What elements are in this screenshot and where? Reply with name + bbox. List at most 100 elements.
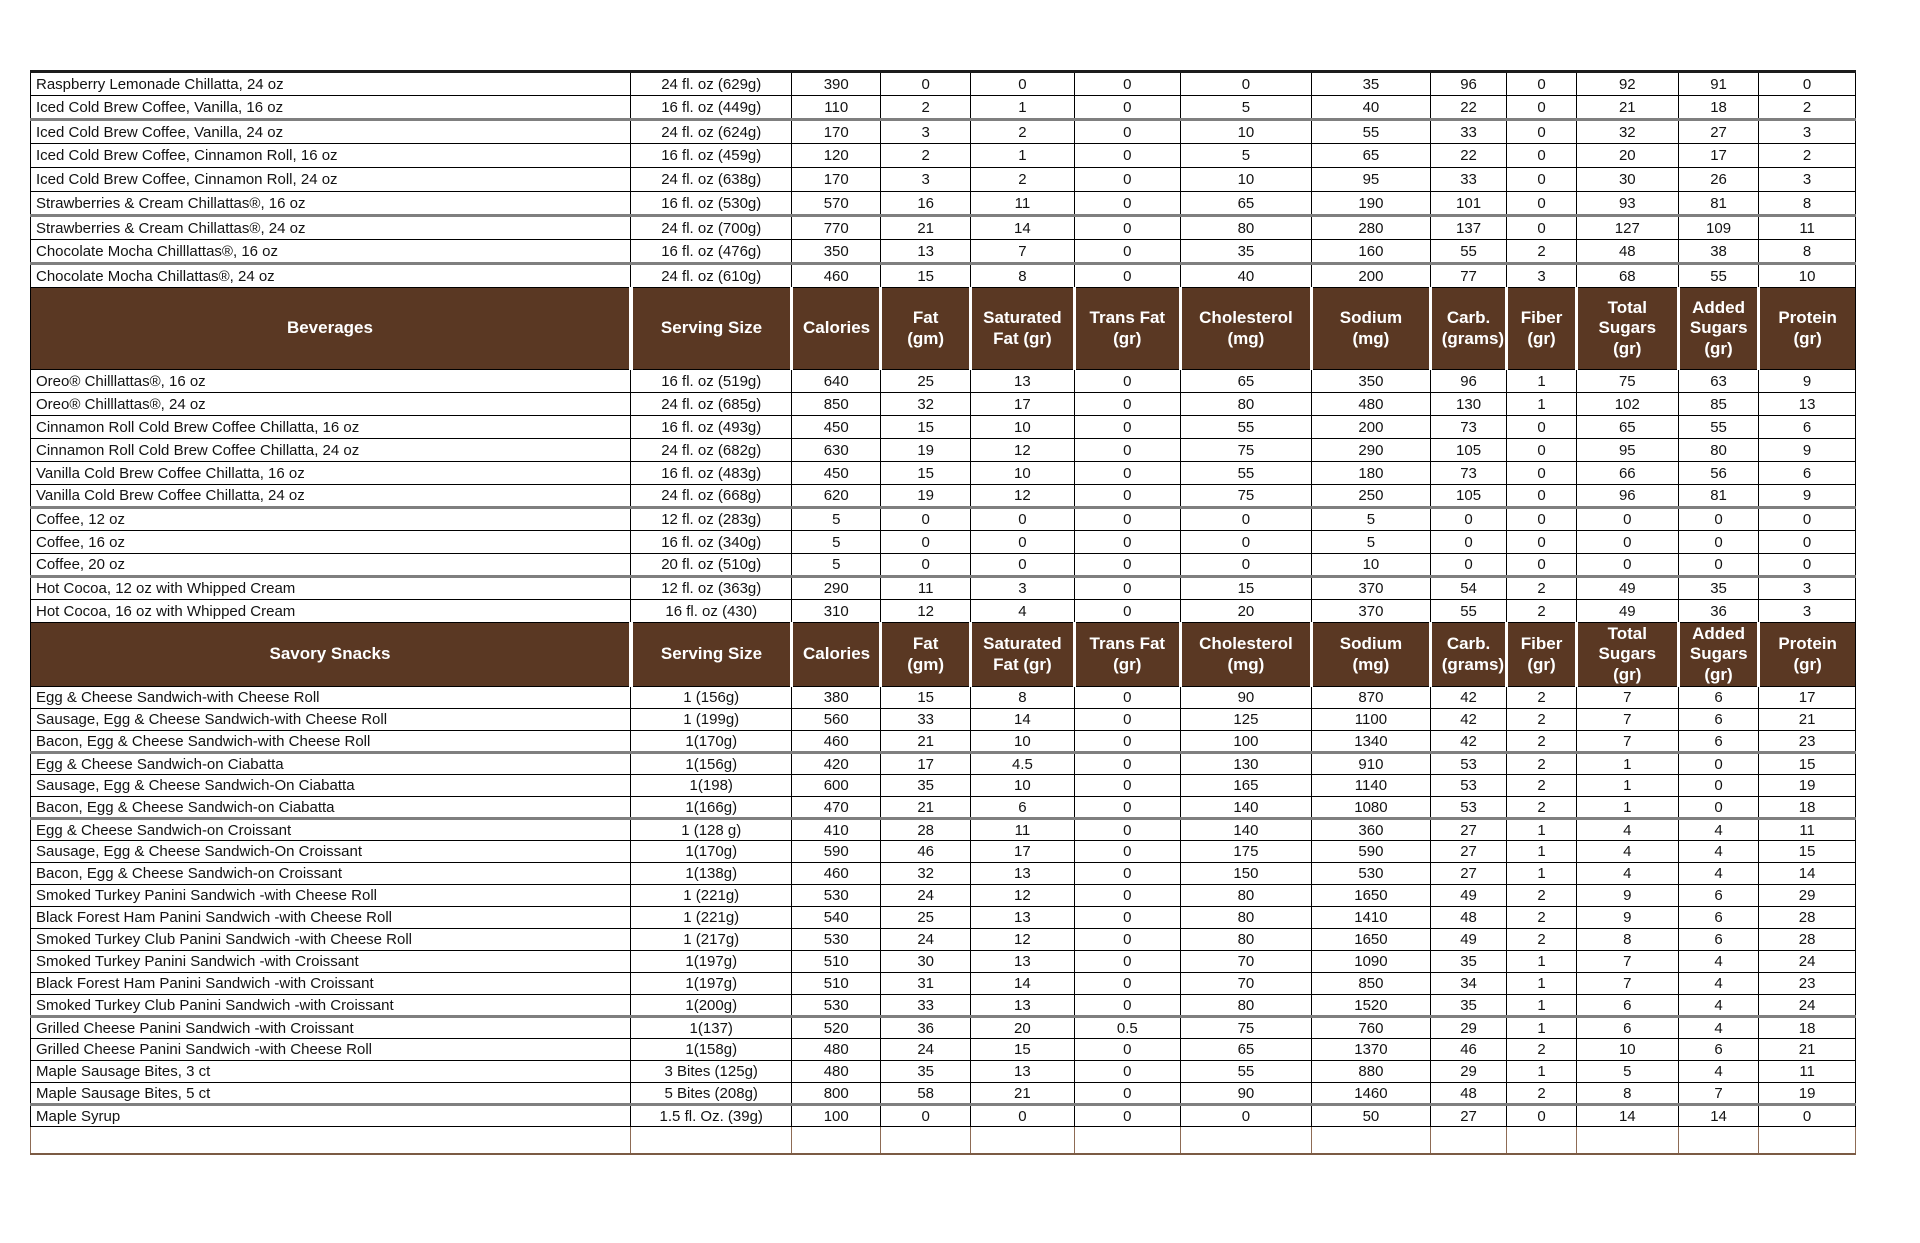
table-row-iced-cold-brew-coffee-vanilla-16-oz: Iced Cold Brew Coffee, Vanilla, 16 oz 16 … [29, 95, 1856, 120]
value-cell-cholesterol_mg: 90 [1179, 1082, 1313, 1105]
value-cell-trans_fat_gr: 0 [1073, 599, 1181, 623]
table-row-coffee-12-oz: Coffee, 12 oz 12 fl. oz (283g) 5 0 0 0 0 5 0 0 0 0 0 [29, 506, 1856, 531]
value-cell-trans_fat_gr: 0 [1073, 461, 1181, 485]
value-cell-fiber_gr: 0 [1506, 191, 1577, 216]
value-cell-sodium_mg: 1650 [1311, 884, 1431, 907]
value-cell-added_sugars_gr: 0 [1677, 530, 1760, 554]
value-cell-carb_grams: 22 [1429, 95, 1508, 120]
value-cell-sodium_mg: 880 [1311, 1060, 1431, 1083]
value-cell-calories: 470 [791, 796, 882, 819]
value-cell-added_sugars_gr: 0 [1677, 796, 1760, 819]
value-cell-saturated_fat_gr: 17 [969, 840, 1075, 863]
value-cell-trans_fat_gr: 0 [1073, 95, 1181, 120]
column-header-saturated-fat-gr: Saturated Fat (gr) [970, 622, 1076, 687]
value-cell-saturated_fat_gr: 10 [969, 461, 1075, 485]
value-cell-calories: 590 [791, 840, 882, 863]
value-cell-fiber_gr: 2 [1506, 751, 1577, 775]
value-cell-calories: 290 [791, 575, 882, 600]
serving-size-cell: 24 fl. oz (624g) [630, 118, 793, 144]
serving-size-cell: 5 Bites (208g) [630, 1082, 793, 1105]
serving-size-cell: 12 fl. oz (283g) [630, 506, 793, 531]
table-row-grilled-cheese-panini-sandwich-with-cheese-roll: Grilled Cheese Panini Sandwich -with Che… [29, 1038, 1856, 1061]
value-cell-carb_grams: 48 [1429, 906, 1508, 929]
value-cell-calories: 480 [791, 1060, 882, 1083]
value-cell-cholesterol_mg: 65 [1179, 369, 1313, 393]
value-cell-cholesterol_mg: 125 [1179, 708, 1313, 731]
item-name-cell: Bacon, Egg & Cheese Sandwich-on Ciabatta [29, 796, 632, 819]
value-cell-sodium_mg: 35 [1311, 71, 1431, 96]
serving-size-cell: 24 fl. oz (668g) [630, 484, 793, 508]
column-header-serving-size: Serving Size [630, 622, 794, 687]
value-cell-added_sugars_gr: 6 [1677, 884, 1760, 907]
table-row-smoked-turkey-panini-sandwich-with-croissant: Smoked Turkey Panini Sandwich -with Croi… [29, 950, 1856, 973]
value-cell-added_sugars_gr: 36 [1677, 599, 1760, 623]
value-cell-trans_fat_gr: 0 [1073, 530, 1181, 554]
value-cell-trans_fat_gr: 0 [1073, 817, 1181, 841]
column-header-total-sugars-gr: Total Sugars (gr) [1576, 622, 1680, 687]
value-cell-sodium_mg: 370 [1311, 575, 1431, 600]
column-header-fiber-gr: Fiber (gr) [1506, 622, 1578, 687]
value-cell-protein_gr: 28 [1758, 906, 1856, 929]
value-cell-trans_fat_gr: 0 [1073, 1103, 1181, 1127]
value-cell-carb_grams: 35 [1429, 950, 1508, 973]
value-cell-carb_grams: 35 [1429, 994, 1508, 1017]
item-name-cell: Oreo® Chilllattas®, 16 oz [29, 369, 632, 393]
value-cell-carb_grams: 33 [1429, 118, 1508, 144]
value-cell-added_sugars_gr: 4 [1677, 972, 1760, 995]
table-row-coffee-16-oz: Coffee, 16 oz 16 fl. oz (340g) 5 0 0 0 0 5 0 0 0 0 0 [29, 530, 1856, 554]
value-cell-added_sugars_gr: 55 [1677, 415, 1760, 439]
table-row-strawberries-cream-chillattas-16-oz: Strawberries & Cream Chillattas®, 16 oz 1… [29, 191, 1856, 216]
value-cell-added_sugars_gr: 4 [1677, 950, 1760, 973]
value-cell-added_sugars_gr: 63 [1677, 369, 1760, 393]
value-cell-trans_fat_gr: 0 [1073, 575, 1181, 600]
value-cell-cholesterol_mg: 10 [1179, 167, 1313, 192]
value-cell-carb_grams: 42 [1429, 708, 1508, 731]
value-cell-calories: 410 [791, 817, 882, 841]
value-cell-fiber_gr: 2 [1506, 796, 1577, 819]
value-cell-fat_gm: 30 [880, 950, 971, 973]
item-name-cell: Maple Sausage Bites, 5 ct [29, 1082, 632, 1105]
value-cell-fat_gm: 0 [880, 71, 971, 96]
table-row-bacon-egg-cheese-sandwich-with-cheese-roll: Bacon, Egg & Cheese Sandwich-with Cheese… [29, 730, 1856, 753]
value-cell-sodium_mg: 370 [1311, 599, 1431, 623]
value-cell-total_sugars_gr: 14 [1575, 1103, 1679, 1127]
table-row-bacon-egg-cheese-sandwich-on-ciabatta: Bacon, Egg & Cheese Sandwich-on Ciabatta… [29, 796, 1856, 819]
value-cell-fiber_gr: 0 [1506, 214, 1577, 240]
value-cell-added_sugars_gr: 6 [1677, 730, 1760, 753]
value-cell-carb_grams: 77 [1429, 262, 1508, 288]
value-cell-fat_gm: 24 [880, 1038, 971, 1061]
value-cell-protein_gr: 29 [1758, 884, 1856, 907]
value-cell-carb_grams: 42 [1429, 730, 1508, 753]
value-cell-added_sugars_gr: 4 [1677, 817, 1760, 841]
serving-size-cell: 16 fl. oz (476g) [630, 239, 793, 264]
value-cell-protein_gr: 19 [1758, 1082, 1856, 1105]
value-cell-fiber_gr: 0 [1506, 71, 1577, 96]
value-cell-fiber_gr: 0 [1506, 118, 1577, 144]
value-cell-sodium_mg: 1460 [1311, 1082, 1431, 1105]
value-cell-fiber_gr: 1 [1506, 817, 1577, 841]
value-cell-sodium_mg: 40 [1311, 95, 1431, 120]
nutrition-facts-table: Raspberry Lemonade Chillatta, 24 oz 24 fl… [29, 70, 1856, 1155]
item-name-cell: Sausage, Egg & Cheese Sandwich-with Chee… [29, 708, 632, 731]
value-cell-fat_gm: 2 [880, 143, 971, 168]
value-cell-added_sugars_gr: 35 [1677, 575, 1760, 600]
table-row-vanilla-cold-brew-coffee-chillatta-24-oz: Vanilla Cold Brew Coffee Chillatta, 24 o… [29, 484, 1856, 508]
value-cell-total_sugars_gr: 4 [1575, 817, 1679, 841]
value-cell-fat_gm: 32 [880, 392, 971, 416]
value-cell-sodium_mg: 850 [1311, 972, 1431, 995]
item-name-cell: Egg & Cheese Sandwich-with Cheese Roll [29, 686, 632, 709]
table-row-oreo-chilllattas-24-oz: Oreo® Chilllattas®, 24 oz 24 fl. oz (685g… [29, 392, 1856, 416]
value-cell-calories: 530 [791, 994, 882, 1017]
item-name-cell: Egg & Cheese Sandwich-on Croissant [29, 817, 632, 841]
value-cell-fiber_gr: 1 [1506, 392, 1577, 416]
value-cell-cholesterol_mg: 75 [1179, 438, 1313, 462]
value-cell-calories: 170 [791, 118, 882, 144]
value-cell-cholesterol_mg: 0 [1179, 506, 1313, 531]
value-cell-added_sugars_gr: 26 [1677, 167, 1760, 192]
serving-size-cell: 1 (156g) [630, 686, 793, 709]
value-cell-fat_gm: 33 [880, 708, 971, 731]
empty-cell [29, 1126, 632, 1155]
serving-size-cell: 1(200g) [630, 994, 793, 1017]
value-cell-trans_fat_gr: 0 [1073, 840, 1181, 863]
value-cell-carb_grams: 27 [1429, 1103, 1508, 1127]
